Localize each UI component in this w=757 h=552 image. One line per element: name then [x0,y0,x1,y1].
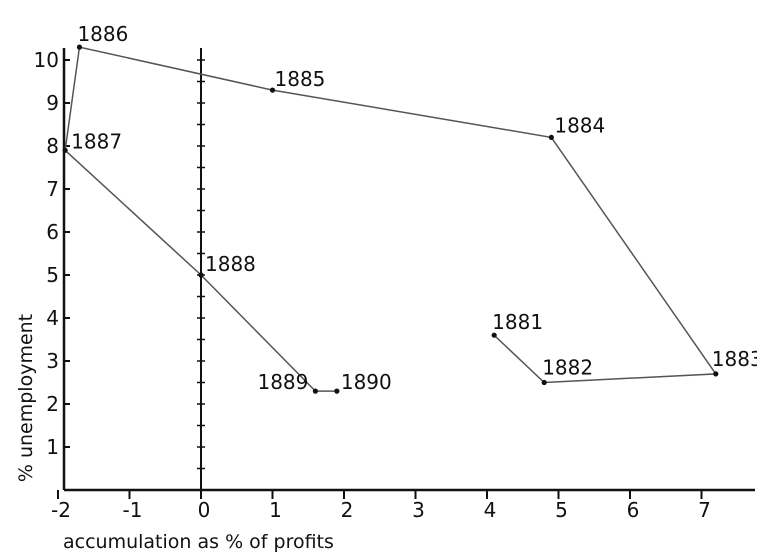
y-tick-label: 7 [46,177,59,201]
series-line [64,46,718,392]
point-labels: 1881 1882 1883 1884 1885 1886 1887 1888 1889 1890 [71,22,757,394]
y-tick-label: 4 [46,306,59,330]
data-point-1882 [541,379,547,386]
data-point-1883 [713,371,719,377]
y-axis-title: % unemployment [15,314,37,482]
data-point-1884 [548,134,554,140]
point-label-1886: 1886 [77,22,128,46]
y-tick-label: 10 [34,48,59,72]
data-point-1888 [198,272,204,278]
x-tick-label: -2 [51,498,71,522]
data-point-1890 [334,388,340,394]
y-tick-label: 5 [46,263,59,287]
y-tick-label: 1 [46,435,59,459]
x-tick-label: 0 [198,498,211,522]
y-tick-label: 8 [46,134,59,158]
x-tick-label: 3 [412,498,425,522]
y-tick-label: 9 [46,91,59,115]
point-label-1884: 1884 [554,113,605,137]
x-tick-label: -1 [123,498,143,522]
x-tick-label: 6 [627,498,640,522]
point-label-1889: 1889 [257,370,308,394]
x-axis-title: accumulation as % of profits [63,531,334,552]
y-tick-label: 6 [46,220,59,244]
data-point-1886 [76,44,83,50]
x-tick-label: 2 [341,498,354,522]
point-label-1883: 1883 [712,347,757,371]
x-ticks: -2 -1 0 1 2 3 4 5 6 7 [51,490,711,522]
point-label-1885: 1885 [275,67,326,91]
x-tick-label: 7 [698,498,711,522]
data-point-1881 [491,332,497,338]
y-ticks: 1 2 3 4 5 6 7 8 9 10 [34,48,70,459]
y-tick-label: 3 [46,349,59,373]
point-label-1881: 1881 [492,310,543,334]
x-tick-label: 5 [555,498,568,522]
data-point-1885 [269,87,276,93]
point-label-1882: 1882 [542,356,593,380]
data-point-1889 [312,388,318,394]
data-point-1887 [62,147,68,153]
point-label-1890: 1890 [341,370,392,394]
x-tick-label: 1 [269,498,282,522]
point-label-1888: 1888 [205,252,256,276]
data-points [62,44,719,394]
point-label-1887: 1887 [71,129,122,153]
x-tick-label: 4 [484,498,497,522]
y-tick-label: 2 [46,392,59,416]
